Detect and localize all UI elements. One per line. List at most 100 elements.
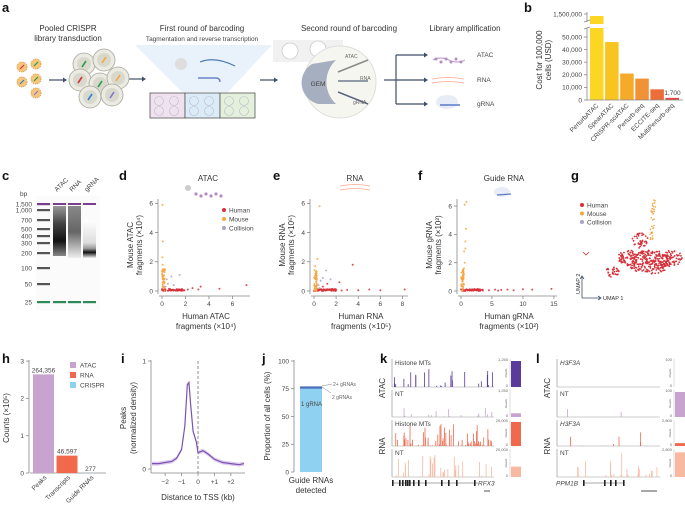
exon xyxy=(405,480,407,486)
scatter-point-human xyxy=(329,289,332,292)
x-tick-label: 4 xyxy=(356,301,360,308)
nucleosome-icon xyxy=(434,57,438,61)
signal-peak xyxy=(451,371,453,387)
lane-label: RNA xyxy=(68,178,83,193)
umap-point-human xyxy=(671,256,673,259)
y-tick-label: 1 xyxy=(20,433,24,440)
legend-label: Collision xyxy=(229,226,254,233)
signal-peak xyxy=(434,455,436,477)
signal-peak xyxy=(638,469,640,477)
signal-peak xyxy=(611,474,613,477)
signal-peak xyxy=(637,473,639,477)
umap-point-human xyxy=(610,275,612,278)
scatter-point-collision xyxy=(165,278,168,281)
umap-point-human xyxy=(639,251,642,254)
signal-peak xyxy=(453,424,455,446)
signal-peak xyxy=(450,435,452,446)
scatter-point-mouse xyxy=(161,281,164,284)
signal-peak xyxy=(474,441,475,446)
scatter-point xyxy=(313,276,316,279)
signal-peak xyxy=(419,476,421,477)
umap-point-human xyxy=(637,242,640,245)
signal-peak xyxy=(428,369,430,387)
umap-point-human xyxy=(624,257,627,259)
signal-peak xyxy=(425,437,426,446)
umap-point-human xyxy=(622,259,625,261)
scatter-point-human xyxy=(368,288,371,291)
umap-point-human xyxy=(673,255,676,257)
track-label: H3F3A xyxy=(560,360,580,367)
nucleosome-icon xyxy=(459,60,463,64)
grna-glyph xyxy=(81,60,87,68)
nucleosome-icon xyxy=(214,192,218,196)
umap-point-human xyxy=(620,254,623,257)
signal-peak xyxy=(412,439,413,446)
scatter-point-mouse xyxy=(463,203,466,206)
y-tick-label: 4 xyxy=(448,232,452,239)
signal-peak xyxy=(440,386,442,387)
signal-peak xyxy=(403,408,405,417)
reads-axis-label: Reads xyxy=(504,458,508,467)
signal-peak xyxy=(651,470,652,477)
track-label: H3F3A xyxy=(560,421,580,428)
y-tick-label: 4 xyxy=(149,230,153,237)
grna-glyph xyxy=(77,76,83,84)
bead-label-atac: ATAC xyxy=(345,54,358,60)
umap-point-human xyxy=(645,268,648,271)
signal-peak xyxy=(430,458,432,477)
signal-peak xyxy=(422,456,424,477)
umap-point-human xyxy=(615,267,618,270)
signal-peak xyxy=(397,439,399,446)
scatter-point-human xyxy=(357,289,360,292)
umap-point-human xyxy=(620,261,623,264)
scatter-point-human xyxy=(481,288,484,291)
arrowhead-icon xyxy=(142,76,146,82)
step-4-title: Library amplification xyxy=(429,24,500,33)
umap-point-human xyxy=(629,263,632,266)
y-axis-label: Mouse ATAC xyxy=(126,222,135,268)
umap-point-human xyxy=(651,262,654,264)
legend-marker xyxy=(222,208,226,212)
signal-peak xyxy=(462,461,464,477)
lane-marker-band xyxy=(68,301,81,304)
umap-point-human xyxy=(642,233,645,236)
signal-peak xyxy=(397,458,399,477)
umap-point-human xyxy=(657,271,660,274)
stacked-bar-segment xyxy=(300,386,322,388)
nucleosome-icon xyxy=(204,192,208,196)
signal-peak xyxy=(621,453,623,477)
scatter-point-mouse xyxy=(314,278,317,281)
signal-peak xyxy=(404,465,406,477)
umap-point-human xyxy=(645,255,648,257)
scatter-point xyxy=(460,276,463,278)
y-tick-label: 0 xyxy=(578,97,582,104)
scatter-point-mouse xyxy=(162,278,165,281)
bar-value-label: 1,700 xyxy=(664,90,681,97)
umap-point-mouse xyxy=(653,224,655,227)
y-tick-label: 2 xyxy=(448,260,452,267)
track-label: NT xyxy=(395,391,404,398)
exon xyxy=(615,480,617,486)
grna-glyph xyxy=(19,64,25,70)
scatter-point-human xyxy=(183,289,186,292)
scatter-point xyxy=(462,269,465,272)
signal-peak xyxy=(487,385,489,387)
step-1-title-line2: library transduction xyxy=(34,34,102,43)
scatter-point-human xyxy=(475,289,478,292)
bead-label-rna: RNA xyxy=(360,76,371,82)
y-tick-label: 25 xyxy=(282,442,290,449)
umap-point-mouse xyxy=(653,218,655,221)
scatter-point-human xyxy=(506,288,509,291)
y-tick-label: 0 xyxy=(448,288,452,295)
umap-point-human xyxy=(669,253,672,256)
ladder-label: 1,000 xyxy=(16,208,33,215)
umap-point-human xyxy=(636,253,639,256)
workflow-diagram: Pooled CRISPR library transduction First… xyxy=(34,24,500,108)
umap-point-human xyxy=(646,261,649,263)
lane-marker-band xyxy=(53,301,66,304)
x-tick-label: 4 xyxy=(207,301,211,308)
umap-point-human xyxy=(654,272,657,275)
scatter-point xyxy=(163,274,166,277)
umap-point-human xyxy=(650,269,653,272)
